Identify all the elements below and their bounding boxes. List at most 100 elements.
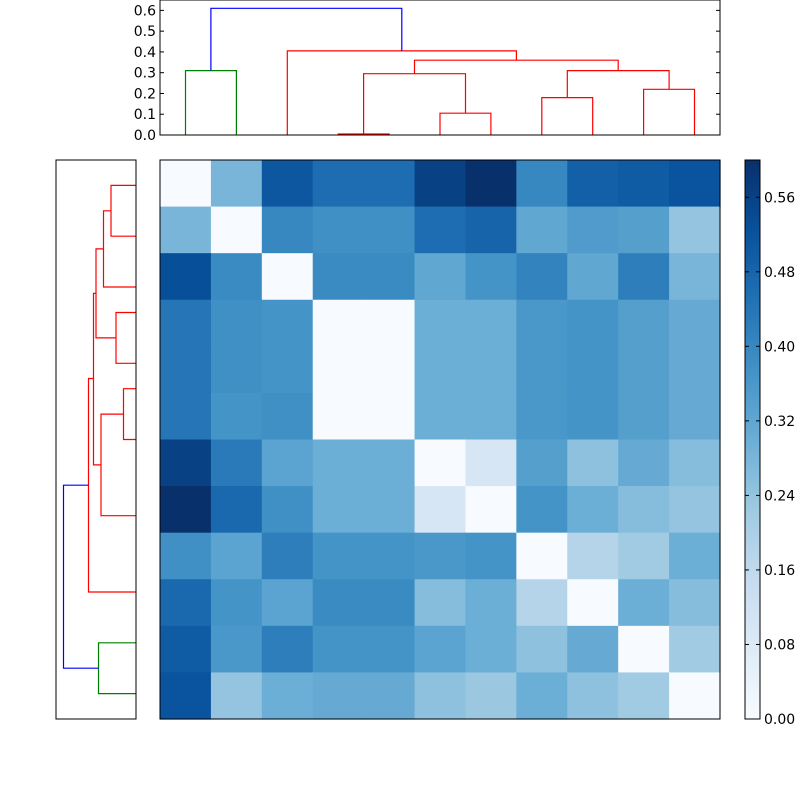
heatmap-cell	[618, 532, 670, 580]
heatmap-cell	[516, 299, 568, 347]
heatmap-cell	[312, 160, 365, 208]
heatmap-cell	[210, 672, 263, 720]
heatmap-cell	[516, 532, 568, 580]
heatmap-cell	[312, 579, 365, 627]
heatmap-cell	[160, 579, 212, 627]
heatmap-cell	[567, 160, 619, 208]
heatmap-cell	[363, 346, 416, 394]
heatmap-cell	[516, 486, 568, 534]
top-dendrogram-tick-label: 0.2	[134, 86, 156, 102]
heatmap-cell	[618, 160, 670, 208]
heatmap-cell	[669, 299, 721, 347]
heatmap-cell	[160, 439, 212, 487]
colorbar-tick-label: 0.16	[764, 563, 795, 579]
heatmap-cell	[160, 160, 212, 208]
heatmap-cell	[363, 253, 416, 301]
heatmap-cell	[363, 625, 416, 674]
heatmap-cell	[414, 625, 467, 674]
heatmap-cell	[210, 625, 263, 674]
heatmap-cell	[312, 346, 365, 394]
heatmap-cell	[516, 160, 568, 208]
heatmap-cell	[465, 486, 517, 534]
heatmap-cell	[210, 299, 263, 347]
heatmap-cell	[465, 160, 517, 208]
heatmap-cell	[160, 206, 212, 254]
heatmap-cell	[414, 346, 467, 394]
top-dendrogram-tick-label: 0.3	[134, 66, 156, 82]
colorbar: 0.00 0.08 0.16 0.24 0.32 0.40 0.48 0.56	[744, 159, 795, 728]
heatmap-cell	[516, 439, 568, 487]
heatmap-cell	[210, 206, 263, 254]
heatmap-cell	[465, 579, 517, 627]
heatmap-cell	[516, 579, 568, 627]
top-dendrogram-tick-label: 0.1	[134, 107, 156, 123]
heatmap-cell	[567, 439, 619, 487]
colorbar-tick-label: 0.56	[764, 190, 795, 206]
heatmap-cell	[210, 486, 263, 534]
top-dendrogram-tick-label: 0.5	[134, 24, 156, 40]
heatmap-cell	[414, 299, 467, 347]
heatmap-cell	[363, 532, 416, 580]
heatmap-cell	[567, 299, 619, 347]
colorbar-tick-label: 0.24	[764, 488, 795, 504]
colorbar-tick-label: 0.40	[764, 339, 795, 355]
heatmap-cell	[363, 486, 416, 534]
heatmap-cell	[160, 253, 212, 301]
heatmap-cell	[465, 253, 517, 301]
heatmap-cell	[210, 439, 263, 487]
heatmap-cell	[312, 392, 365, 441]
left-dendrogram-link	[62, 484, 99, 669]
heatmap-cell	[261, 672, 314, 720]
colorbar-tick-label: 0.48	[764, 265, 795, 281]
heatmap-cell	[261, 486, 314, 534]
left-dendrogram-link	[92, 292, 101, 466]
heatmap-cell	[669, 160, 721, 208]
colorbar-tick-label: 0.00	[764, 712, 795, 728]
heatmap-cells	[160, 160, 721, 720]
heatmap-cell	[414, 672, 467, 720]
heatmap-cell	[363, 392, 416, 441]
heatmap-cell	[414, 532, 467, 580]
heatmap-cell	[567, 486, 619, 534]
heatmap-cell	[312, 532, 365, 580]
left-dendrogram-frame	[55, 159, 137, 720]
heatmap-cell	[669, 625, 721, 674]
heatmap-cell	[567, 625, 619, 674]
heatmap-cell	[210, 160, 263, 208]
heatmap-cell	[516, 346, 568, 394]
heatmap-cell	[414, 486, 467, 534]
heatmap-cell	[516, 253, 568, 301]
heatmap-cell	[618, 579, 670, 627]
heatmap-cell	[669, 253, 721, 301]
heatmap-cell	[210, 579, 263, 627]
heatmap-cell	[312, 625, 365, 674]
heatmap-cell	[618, 206, 670, 254]
heatmap-cell	[261, 439, 314, 487]
heatmap-cell	[618, 392, 670, 441]
heatmap-cell	[567, 672, 619, 720]
heatmap-cell	[312, 439, 365, 487]
heatmap-cell	[516, 672, 568, 720]
heatmap-cell	[567, 579, 619, 627]
heatmap-cell	[414, 579, 467, 627]
heatmap-cell	[465, 206, 517, 254]
heatmap-cell	[261, 346, 314, 394]
heatmap-cell	[618, 253, 670, 301]
heatmap-cell	[516, 625, 568, 674]
heatmap-cell	[160, 625, 212, 674]
heatmap-cell	[414, 439, 467, 487]
heatmap-cell	[516, 206, 568, 254]
heatmap-cell	[363, 439, 416, 487]
heatmap-cell	[261, 160, 314, 208]
heatmap-cell	[363, 299, 416, 347]
heatmap-cell	[567, 392, 619, 441]
heatmap	[159, 159, 721, 720]
colorbar-ticks: 0.00 0.08 0.16 0.24 0.32 0.40 0.48 0.56	[745, 190, 795, 728]
heatmap-cell	[465, 439, 517, 487]
heatmap-cell	[210, 532, 263, 580]
top-dendrogram-tick-label: 0.4	[134, 45, 156, 61]
heatmap-cell	[210, 253, 263, 301]
heatmap-cell	[465, 299, 517, 347]
heatmap-cell	[567, 346, 619, 394]
heatmap-frame	[159, 159, 721, 720]
